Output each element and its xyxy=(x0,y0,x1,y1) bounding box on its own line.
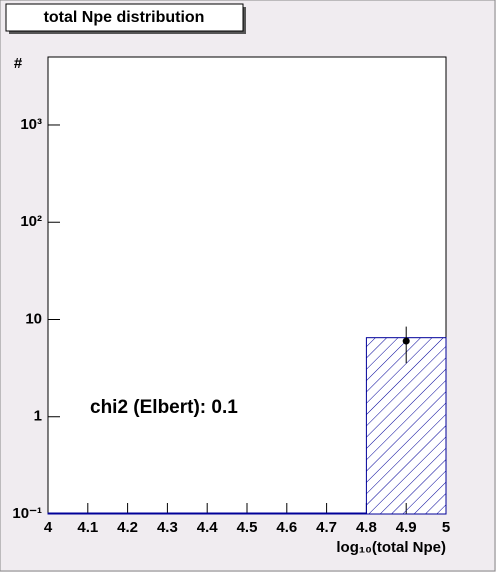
chart-title: total Npe distribution xyxy=(44,9,205,26)
y-tick-label: 10 xyxy=(25,310,42,327)
x-tick-label: 4.2 xyxy=(117,519,138,536)
y-tick-label: 10⁻¹ xyxy=(12,505,42,522)
x-tick-label: 4.5 xyxy=(237,519,258,536)
x-tick-label: 4.9 xyxy=(396,519,417,536)
y-tick-label: 10³ xyxy=(20,116,42,133)
histogram-bar xyxy=(127,512,208,515)
x-tick-label: 4.1 xyxy=(77,519,98,536)
x-axis-label: log₁₀(total Npe) xyxy=(336,539,446,556)
x-tick-label: 4.7 xyxy=(316,519,337,536)
x-tick-label: 4.3 xyxy=(157,519,178,536)
x-tick-label: 4.8 xyxy=(356,519,377,536)
x-tick-label: 5 xyxy=(442,519,450,536)
title-box xyxy=(5,3,244,32)
x-tick-label: 4.4 xyxy=(197,519,219,536)
histogram-bar xyxy=(47,512,129,515)
annotation: chi2 (Elbert): 0.1 xyxy=(90,397,238,418)
histogram-bar xyxy=(206,512,288,515)
x-tick-label: 4.6 xyxy=(276,519,297,536)
y-tick-label: 1 xyxy=(34,408,42,425)
data-point xyxy=(402,337,410,345)
histogram-bar xyxy=(365,337,447,515)
histogram-bar xyxy=(286,512,367,515)
y-tick-label: 10² xyxy=(20,213,42,230)
x-tick-label: 4 xyxy=(44,519,53,536)
y-axis-label: # xyxy=(14,55,23,72)
